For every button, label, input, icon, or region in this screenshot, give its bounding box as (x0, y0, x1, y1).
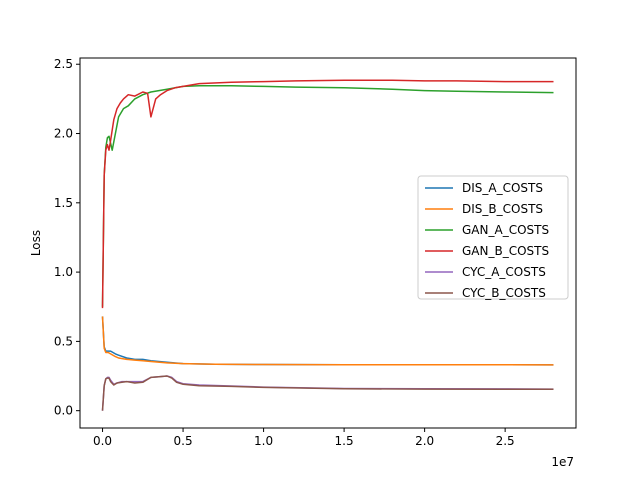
y-tick-label: 2.0 (54, 127, 73, 141)
y-tick-label: 1.0 (54, 265, 73, 279)
x-tick-label: 0.0 (93, 434, 112, 448)
series-line-gan-b-costs (101, 79, 554, 309)
y-tick-label: 0.0 (54, 404, 73, 418)
axes-frame (79, 57, 577, 429)
x-tick-label: 2.0 (415, 434, 434, 448)
x-tick-label: 2.5 (496, 434, 515, 448)
legend-entry-gan-a-costs: GAN_A_COSTS (462, 223, 549, 237)
y-axis-label: Loss (29, 230, 43, 256)
tick-layer: 0.0 0.5 1.0 1.5 2.0 2.5 0.0 0.5 1.0 1.5 2.0 2.5 (54, 57, 515, 448)
y-tick-label: 0.5 (54, 334, 73, 348)
x-tick-label: 1.5 (335, 434, 354, 448)
legend: DIS_A_COSTS DIS_B_COSTS GAN_A_COSTS GAN_B_C… (417, 175, 569, 300)
x-axis-offset-text: 1e7 (551, 455, 574, 469)
y-tick-label: 1.5 (54, 196, 73, 210)
legend-entry-cyc-a-costs: CYC_A_COSTS (462, 265, 546, 279)
plot-layer (101, 79, 554, 411)
legend-entry-gan-b-costs: GAN_B_COSTS (462, 244, 549, 258)
legend-frame (417, 175, 569, 300)
x-tick-label: 1.0 (254, 434, 273, 448)
x-tick-label: 0.5 (174, 434, 193, 448)
series-line-cyc-b-costs (101, 375, 554, 411)
y-tick-label: 2.5 (54, 57, 73, 71)
series-line-dis-b-costs (101, 316, 554, 366)
series-line-gan-a-costs (101, 84, 554, 307)
legend-entry-dis-a-costs: DIS_A_COSTS (462, 181, 543, 195)
legend-entry-dis-b-costs: DIS_B_COSTS (462, 202, 543, 216)
legend-entry-cyc-b-costs: CYC_B_COSTS (462, 286, 546, 300)
